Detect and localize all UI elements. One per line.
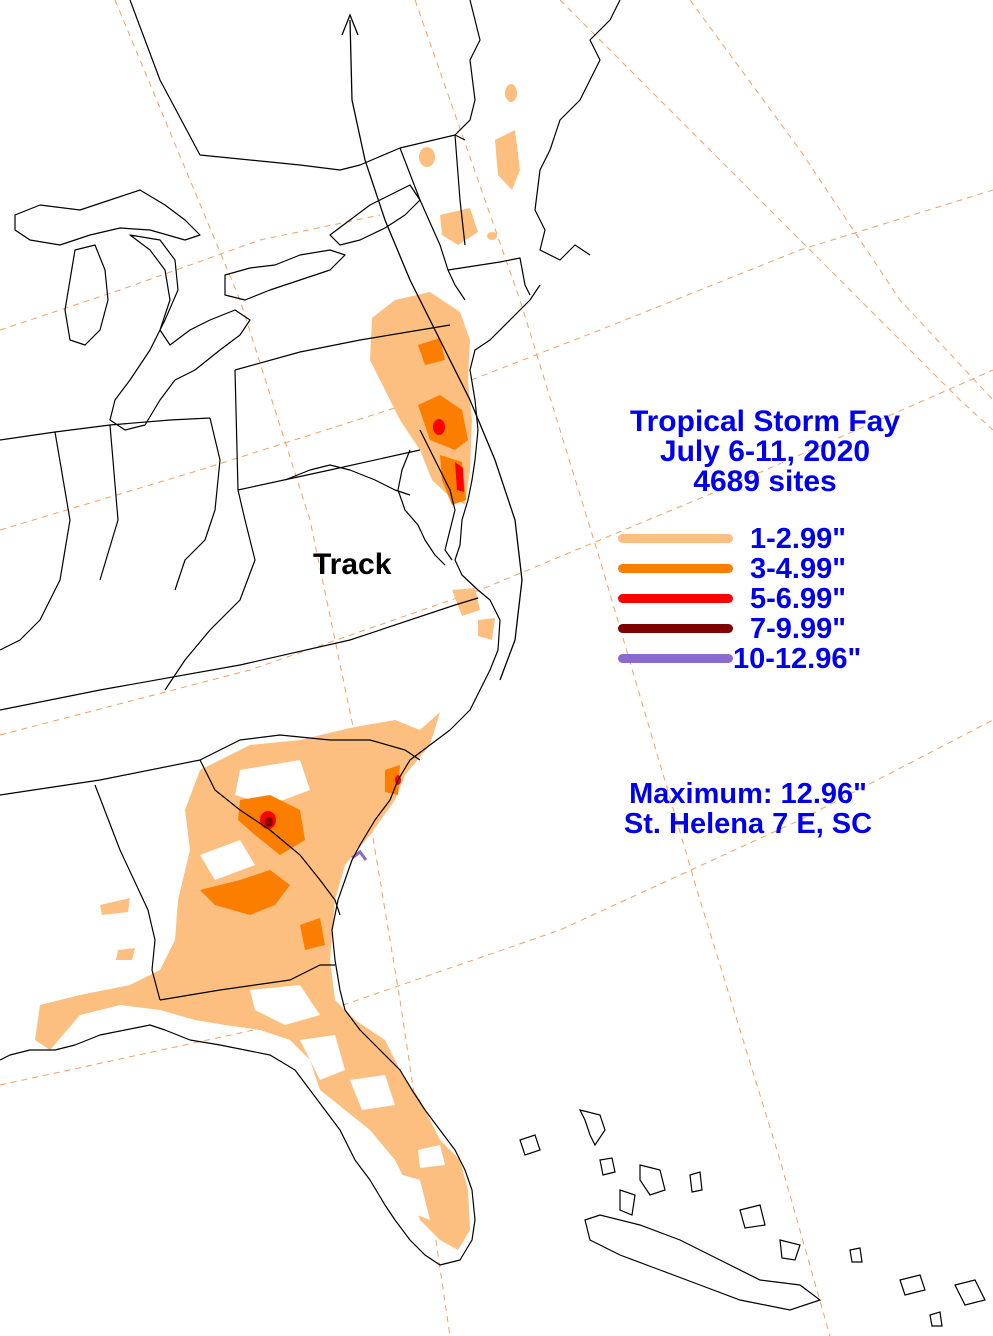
track-label: Track	[313, 548, 392, 581]
maximum-value: Maximum: 12.96"	[629, 778, 867, 810]
legend-swatch	[618, 564, 733, 573]
track-line	[349, 19, 523, 681]
rain-5-7-areas	[260, 419, 464, 829]
islands	[519, 1109, 986, 1327]
track-arrowhead	[341, 13, 359, 36]
title-block: Tropical Storm Fay July 6-11, 2020 4689 …	[600, 405, 930, 498]
legend-swatch	[618, 534, 733, 543]
storm-track	[341, 13, 523, 681]
maximum-location: St. Helena 7 E, SC	[623, 808, 873, 840]
title-date-range: July 6-11, 2020	[659, 435, 871, 468]
legend-label: 5-6.99"	[750, 583, 846, 615]
legend-swatch	[618, 624, 733, 633]
legend-swatch	[618, 594, 733, 603]
legend-label: 10-12.96"	[733, 643, 862, 675]
boundaries	[0, 0, 621, 1266]
maximum-block: Maximum: 12.96" St. Helena 7 E, SC	[598, 778, 898, 842]
legend-label: 7-9.99"	[750, 613, 846, 645]
rain-gaps	[200, 760, 445, 1220]
title-site-count: 4689 sites	[693, 465, 837, 498]
legend: 1-2.99" 3-4.99" 5-6.99" 7-9.99" 10-12.96…	[618, 523, 918, 675]
legend-swatch	[618, 654, 733, 663]
rain-7-10-areas	[265, 817, 273, 827]
legend-label: 1-2.99"	[750, 523, 846, 555]
legend-label: 3-4.99"	[750, 553, 846, 585]
title-storm-name: Tropical Storm Fay	[629, 405, 901, 438]
rain-1-3-areas	[35, 84, 520, 1250]
